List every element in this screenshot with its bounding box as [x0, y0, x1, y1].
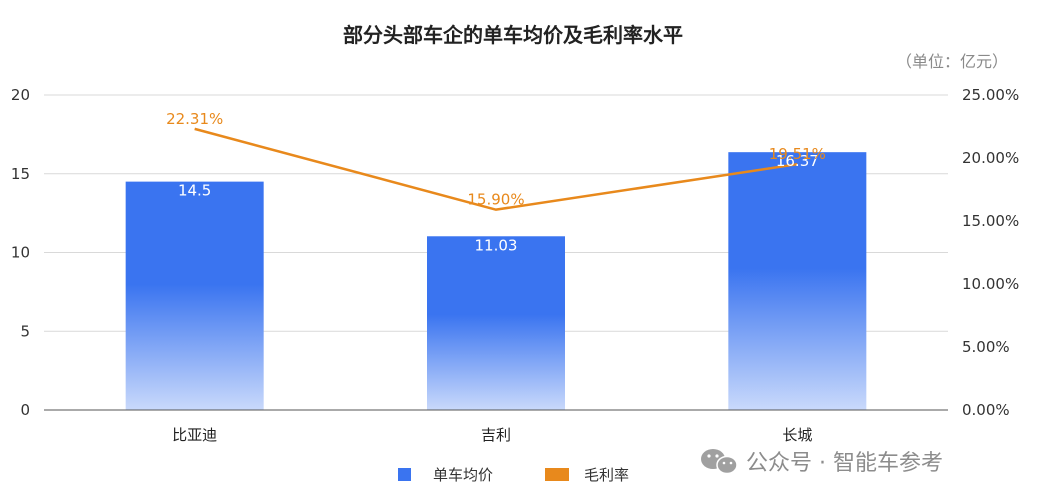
y-left-tick-label: 5 — [20, 322, 30, 340]
bar-data-label: 16.37 — [776, 152, 819, 170]
y-right-tick-label: 0.00% — [962, 401, 1010, 419]
y-right-tick-label: 25.00% — [962, 86, 1019, 104]
y-right-tick-label: 15.00% — [962, 212, 1019, 230]
y-left-tick-label: 10 — [11, 244, 30, 262]
bar — [125, 181, 264, 410]
line-data-label: 19.51% — [769, 145, 826, 163]
watermark-text: 公众号 · 智能车参考 — [746, 451, 943, 476]
x-tick-label: 比亚迪 — [172, 426, 217, 444]
legend-swatch-bar — [398, 468, 411, 481]
unit-note: （单位：亿元） — [896, 52, 1008, 71]
watermark: 公众号 · 智能车参考 — [701, 449, 943, 476]
x-tick-label: 长城 — [782, 426, 812, 444]
wechat-icon — [701, 449, 738, 475]
bar-data-label: 11.03 — [475, 236, 518, 254]
line-data-label: 22.31% — [166, 110, 223, 128]
legend: 单车均价 毛利率 — [398, 466, 629, 484]
bar — [427, 236, 565, 410]
y-right-tick-label: 5.00% — [962, 338, 1010, 356]
axes: 0 5 10 15 20 0.00% 5.00% 10.00% 15.00% 20.00% 25.0… — [11, 86, 1019, 444]
y-right-tick-label: 10.00% — [962, 275, 1019, 293]
data-labels: 14.5 11.03 16.37 22.31% 15.90% 19.51% — [166, 110, 826, 254]
bar — [728, 152, 867, 411]
y-left-tick-label: 20 — [11, 86, 30, 104]
legend-label: 毛利率 — [584, 466, 629, 484]
y-right-tick-label: 20.00% — [962, 149, 1019, 167]
legend-swatch-line — [545, 468, 569, 481]
legend-label: 单车均价 — [433, 466, 493, 484]
chart-title: 部分头部车企的单车均价及毛利率水平 — [343, 23, 683, 47]
y-left-tick-label: 15 — [11, 165, 30, 183]
bar-data-label: 14.5 — [178, 182, 211, 200]
line-series — [194, 127, 798, 211]
line-data-label: 15.90% — [467, 191, 524, 209]
x-tick-label: 吉利 — [481, 426, 511, 444]
y-left-tick-label: 0 — [20, 401, 30, 419]
bar-series — [125, 152, 867, 411]
